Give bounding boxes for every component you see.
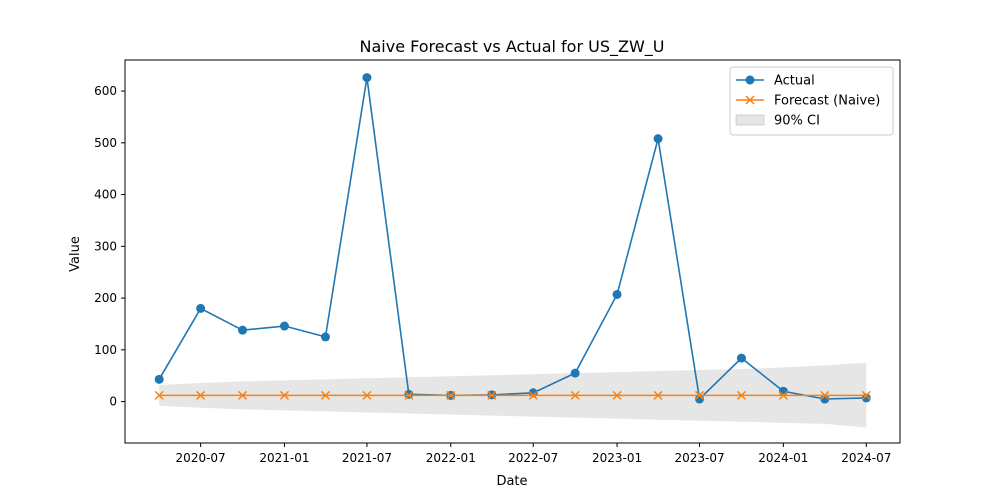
series-line bbox=[158, 77, 867, 401]
data-point bbox=[279, 390, 289, 400]
x-tick-label: 2024-01 bbox=[758, 451, 808, 465]
x-marker-stroke bbox=[279, 390, 289, 400]
y-tick-label: 200 bbox=[94, 291, 117, 305]
data-point bbox=[528, 390, 538, 400]
data-point bbox=[279, 321, 289, 331]
data-point bbox=[736, 390, 746, 400]
y-axis-label: Value bbox=[68, 236, 83, 272]
x-tick-label: 2021-01 bbox=[259, 451, 309, 465]
data-point bbox=[736, 353, 746, 363]
y-tick-label: 0 bbox=[109, 395, 117, 409]
x-tick-label: 2020-07 bbox=[176, 451, 226, 465]
x-marker-stroke bbox=[154, 390, 164, 400]
legend-swatch bbox=[735, 114, 765, 126]
data-point bbox=[653, 134, 663, 144]
data-point bbox=[778, 390, 788, 400]
x-marker-stroke bbox=[570, 390, 580, 400]
legend-label: Forecast (Naive) bbox=[774, 94, 880, 109]
data-point bbox=[238, 325, 248, 335]
data-point bbox=[570, 368, 580, 378]
x-marker-stroke bbox=[736, 390, 746, 400]
data-point bbox=[694, 390, 705, 400]
y-tick-label: 100 bbox=[94, 343, 117, 357]
data-point bbox=[320, 332, 330, 342]
plot-frame bbox=[124, 59, 901, 444]
x-marker-stroke bbox=[362, 390, 372, 400]
data-point bbox=[154, 374, 164, 384]
data-point bbox=[653, 390, 663, 400]
data-point bbox=[446, 390, 456, 400]
x-tick-label: 2023-07 bbox=[674, 451, 724, 465]
data-point bbox=[820, 390, 830, 400]
y-tick-label: 500 bbox=[94, 136, 117, 150]
data-point bbox=[196, 390, 206, 400]
legend-label: 90% CI bbox=[774, 114, 820, 129]
x-marker-stroke bbox=[612, 390, 622, 400]
legend-item: 90% CI bbox=[735, 114, 820, 129]
x-marker-stroke bbox=[320, 390, 331, 400]
x-tick-label: 2023-01 bbox=[592, 451, 642, 465]
x-marker-stroke bbox=[653, 390, 663, 400]
data-point bbox=[238, 390, 248, 400]
x-marker-stroke bbox=[778, 390, 788, 400]
legend-box bbox=[729, 66, 894, 136]
series-layer bbox=[154, 73, 871, 404]
legend-item: Forecast (Naive) bbox=[736, 94, 880, 109]
x-marker-stroke bbox=[487, 390, 497, 400]
x-axis-label: Date bbox=[496, 474, 527, 489]
x-marker-stroke bbox=[446, 390, 456, 400]
x-marker-stroke bbox=[196, 390, 206, 400]
x-marker-stroke bbox=[820, 390, 830, 400]
legend-marker bbox=[745, 75, 755, 85]
data-point bbox=[612, 390, 622, 400]
data-point bbox=[404, 390, 414, 400]
legend-label: Actual bbox=[774, 74, 815, 89]
data-point bbox=[362, 73, 372, 83]
data-point bbox=[861, 390, 871, 400]
series-actual bbox=[154, 73, 871, 404]
x-marker-stroke bbox=[238, 390, 248, 400]
x-tick-label: 2022-07 bbox=[508, 451, 558, 465]
data-point bbox=[320, 390, 331, 400]
chart-title: Naive Forecast vs Actual for US_ZW_U bbox=[360, 37, 665, 57]
y-tick-label: 400 bbox=[94, 188, 117, 202]
x-marker-stroke bbox=[528, 390, 538, 400]
y-tick-label: 600 bbox=[94, 84, 117, 98]
x-marker-stroke bbox=[694, 390, 705, 400]
data-point bbox=[487, 390, 497, 400]
legend-item: Actual bbox=[736, 74, 815, 89]
data-point bbox=[154, 390, 164, 400]
y-tick-label: 300 bbox=[94, 239, 117, 253]
data-point bbox=[570, 390, 580, 400]
axes: 2020-07 2021-01 2021-07 2022-01 2022-07 2023-… bbox=[94, 59, 901, 465]
series-forecast bbox=[154, 390, 871, 400]
data-point bbox=[612, 289, 622, 299]
x-marker-stroke bbox=[404, 390, 414, 400]
x-tick-label: 2021-07 bbox=[342, 451, 392, 465]
x-tick-label: 2024-07 bbox=[841, 451, 891, 465]
data-point bbox=[362, 390, 372, 400]
legend: Actual Forecast (Naive) 90% CI bbox=[729, 66, 894, 136]
x-marker-stroke bbox=[861, 390, 871, 400]
x-tick-label: 2022-01 bbox=[426, 451, 476, 465]
data-point bbox=[196, 303, 206, 313]
legend-marker bbox=[745, 95, 755, 105]
